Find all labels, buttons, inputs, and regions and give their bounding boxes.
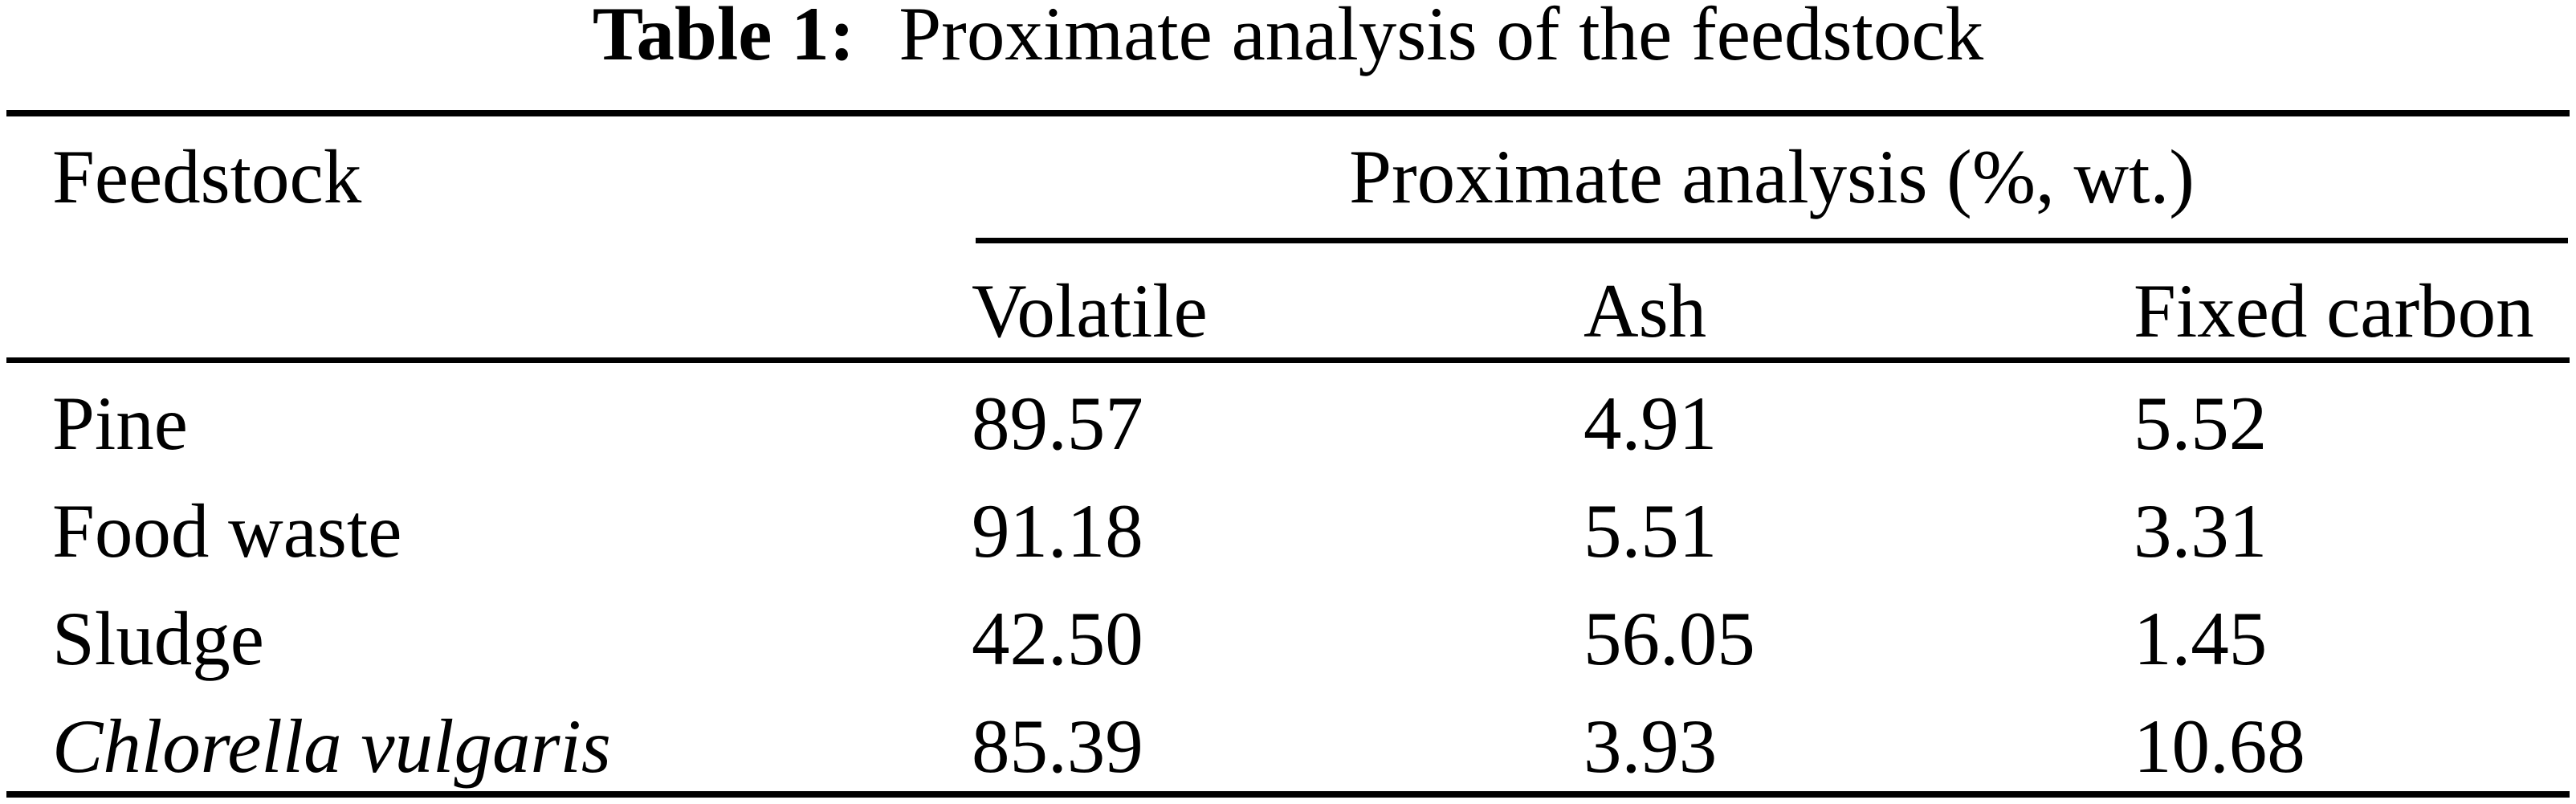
- cell-chlorella-ash: 3.93: [1584, 704, 1718, 789]
- cell-pine-volatile: 89.57: [972, 381, 1143, 466]
- cell-sludge-ash: 56.05: [1584, 596, 1755, 681]
- spanner-header-proximate-analysis: Proximate analysis (%, wt.): [1349, 134, 2195, 219]
- table-caption-label: Table 1:: [592, 0, 855, 76]
- bottom-rule: [6, 791, 2570, 798]
- column-header-fixed-carbon: Fixed carbon: [2134, 268, 2534, 353]
- cell-food-waste-ash: 5.51: [1584, 488, 1718, 573]
- top-rule: [6, 110, 2570, 116]
- row-label-sludge: Sludge: [52, 596, 264, 681]
- table-caption-text: Proximate analysis of the feedstock: [899, 0, 1984, 76]
- cell-chlorella-volatile: 85.39: [972, 704, 1143, 789]
- cell-pine-fixed-carbon: 5.52: [2134, 381, 2268, 466]
- row-label-chlorella-vulgaris: Chlorella vulgaris: [52, 704, 611, 789]
- column-header-volatile: Volatile: [972, 268, 1208, 353]
- cell-sludge-fixed-carbon: 1.45: [2134, 596, 2268, 681]
- cell-chlorella-fixed-carbon: 10.68: [2134, 704, 2305, 789]
- spanner-rule: [976, 238, 2568, 243]
- mid-rule: [6, 357, 2570, 363]
- cell-sludge-volatile: 42.50: [972, 596, 1143, 681]
- row-label-food-waste: Food waste: [52, 488, 402, 573]
- cell-food-waste-volatile: 91.18: [972, 488, 1143, 573]
- column-header-feedstock: Feedstock: [52, 134, 362, 219]
- cell-pine-ash: 4.91: [1584, 381, 1718, 466]
- table-caption: Table 1: Proximate analysis of the feedst…: [0, 0, 2576, 72]
- column-header-ash: Ash: [1584, 268, 1707, 353]
- row-label-pine: Pine: [52, 381, 188, 466]
- cell-food-waste-fixed-carbon: 3.31: [2134, 488, 2268, 573]
